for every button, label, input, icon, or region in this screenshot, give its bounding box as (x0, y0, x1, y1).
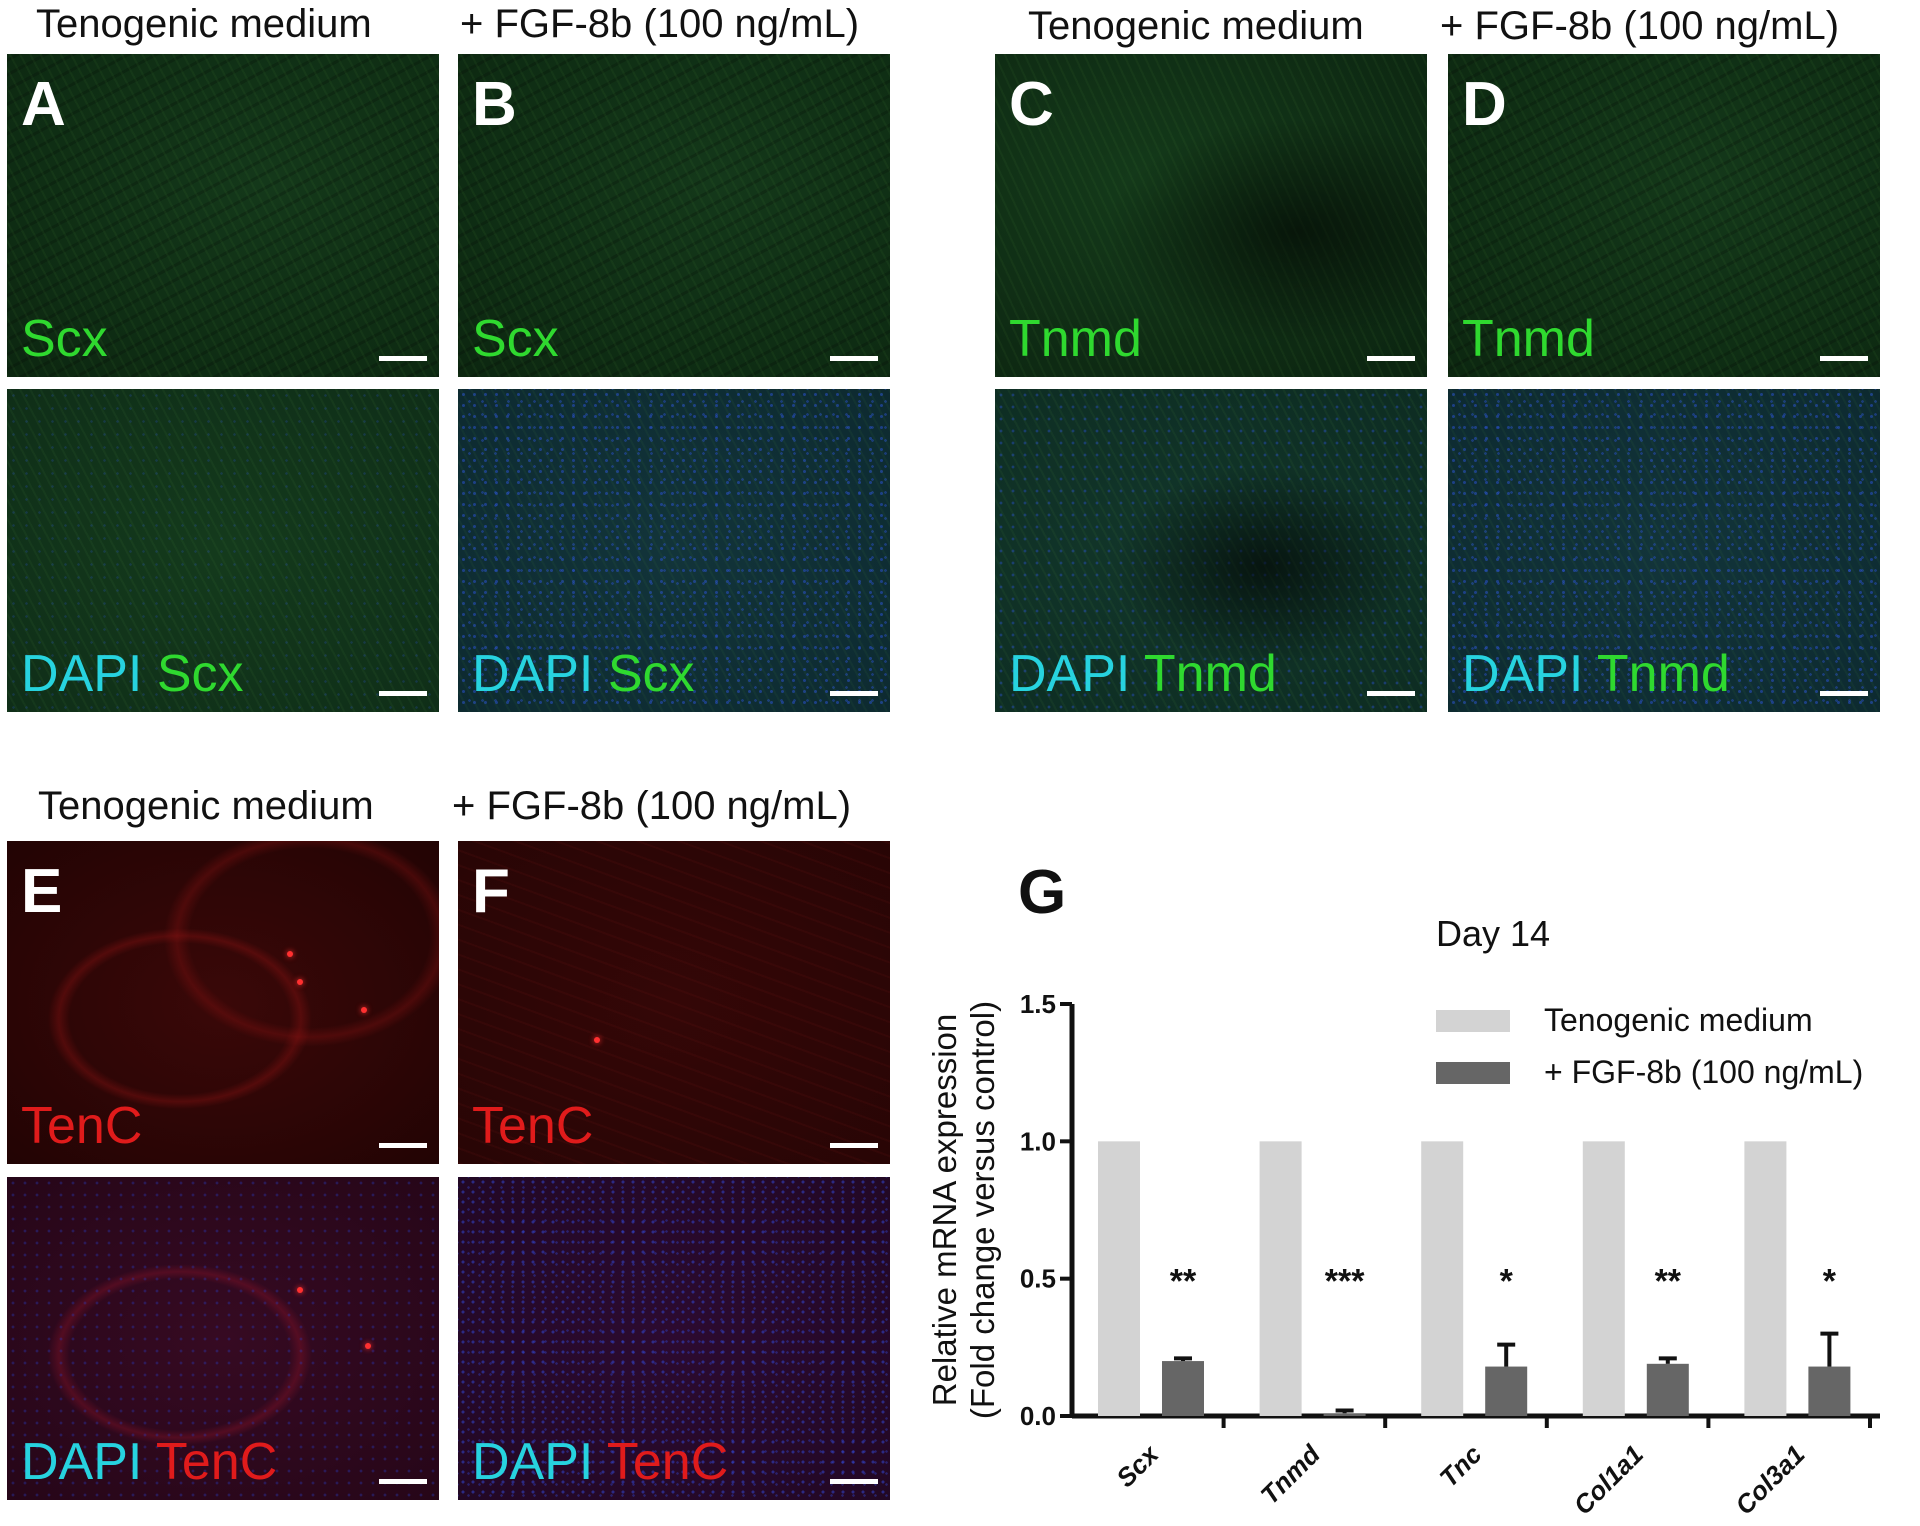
legend-label-control: Tenogenic medium (1544, 1002, 1813, 1038)
stain-label: DAPI TenC (472, 1433, 729, 1491)
condition-label-treated: + FGF-8b (100 ng/mL) (1440, 4, 1840, 48)
bar-chart: 0.0 0.5 1.0 1.5 Relative mRNA expression (Fol… (930, 989, 1880, 1520)
scale-bar (830, 1143, 878, 1148)
stain-label: DAPI Tnmd (1462, 645, 1730, 703)
micrograph-panel-a-merge: DAPI Scx (7, 389, 439, 712)
stain-label: Tnmd (1009, 310, 1142, 368)
scale-bar (379, 1143, 427, 1148)
y-axis-label: Relative mRNA expression (930, 1014, 963, 1407)
scale-bar (379, 356, 427, 361)
chart-title: Day 14 (1436, 913, 1551, 954)
fluorescent-spot (361, 1007, 367, 1013)
stain-label: Scx (472, 310, 559, 368)
scale-bar (379, 691, 427, 696)
x-tick-label: Col3a1 (1729, 1439, 1811, 1520)
y-tick-label: 1.0 (1020, 1126, 1056, 1156)
bar-control (1098, 1141, 1140, 1416)
scale-bar (1367, 691, 1415, 696)
condition-label-treated: + FGF-8b (100 ng/mL) (460, 2, 860, 46)
stain-label: Scx (21, 310, 108, 368)
legend-swatch-treated (1436, 1062, 1510, 1084)
panel-letter: B (472, 70, 517, 139)
y-axis-label: (Fold change versus control) (964, 1001, 1001, 1419)
significance-marker: *** (1325, 1263, 1365, 1301)
fluorescent-spot (365, 1343, 371, 1349)
condition-label-control: Tenogenic medium (1028, 4, 1364, 48)
y-tick-label: 1.5 (1020, 989, 1056, 1019)
micrograph-panel-d-merge: DAPI Tnmd (1448, 389, 1880, 712)
y-tick-label: 0.5 (1020, 1264, 1056, 1294)
x-tick-label: Col1a1 (1568, 1439, 1650, 1520)
x-tick-label: Tnmd (1255, 1438, 1327, 1510)
micrograph-panel-c-merge: DAPI Tnmd (995, 389, 1427, 712)
stain-label: DAPI TenC (21, 1433, 278, 1491)
micrograph-panel-e: E TenC (7, 841, 439, 1164)
micrograph-panel-b-merge: DAPI Scx (458, 389, 890, 712)
significance-marker: ** (1170, 1263, 1197, 1301)
stain-label: DAPI Scx (21, 645, 244, 703)
x-tick-label: Scx (1110, 1438, 1165, 1493)
significance-marker: * (1823, 1263, 1837, 1301)
bar-treated (1485, 1366, 1528, 1416)
micrograph-panel-f-merge: DAPI TenC (458, 1177, 890, 1500)
significance-marker: ** (1655, 1263, 1682, 1301)
scale-bar (1820, 691, 1868, 696)
panel-letter: D (1462, 70, 1507, 139)
bar-treated (1323, 1413, 1366, 1416)
scale-bar (1367, 356, 1415, 361)
condition-label-control: Tenogenic medium (36, 2, 372, 46)
stain-label: TenC (472, 1097, 594, 1155)
fluorescent-spot (594, 1037, 600, 1043)
bar-control (1421, 1141, 1464, 1416)
panel-letter-g: G (1018, 858, 1067, 927)
micrograph-panel-f: F TenC (458, 841, 890, 1164)
bar-treated (1808, 1366, 1851, 1416)
scale-bar (830, 356, 878, 361)
panel-letter: C (1009, 70, 1054, 139)
x-tick-label: Tnc (1434, 1439, 1488, 1493)
stain-label: Tnmd (1462, 310, 1595, 368)
bar-treated (1646, 1363, 1689, 1416)
scale-bar (830, 1479, 878, 1484)
condition-label-treated: + FGF-8b (100 ng/mL) (452, 784, 852, 828)
panel-letter: A (21, 70, 66, 139)
stain-label: DAPI Tnmd (1009, 645, 1277, 703)
condition-label-control: Tenogenic medium (38, 784, 374, 828)
micrograph-panel-d: D Tnmd (1448, 54, 1880, 377)
y-tick-label: 0.0 (1020, 1401, 1056, 1431)
fluorescent-spot (297, 979, 303, 985)
legend-swatch-control (1436, 1010, 1510, 1032)
bar-control (1744, 1141, 1787, 1416)
stain-label: TenC (21, 1097, 143, 1155)
micrograph-panel-a: A Scx (7, 54, 439, 377)
fluorescent-spot (287, 951, 293, 957)
bar-treated (1162, 1361, 1204, 1416)
stain-label: DAPI Scx (472, 645, 695, 703)
fluorescent-spot (297, 1287, 303, 1293)
scale-bar (1820, 356, 1868, 361)
panel-letter: E (21, 857, 63, 926)
panel-letter: F (472, 857, 510, 926)
micrograph-panel-c: C Tnmd (995, 54, 1427, 377)
bar-control (1259, 1141, 1302, 1416)
significance-marker: * (1500, 1263, 1514, 1301)
scale-bar (830, 691, 878, 696)
micrograph-panel-b: B Scx (458, 54, 890, 377)
legend-label-treated: + FGF-8b (100 ng/mL) (1544, 1054, 1863, 1090)
micrograph-panel-e-merge: DAPI TenC (7, 1177, 439, 1500)
bar-control (1582, 1141, 1625, 1416)
scale-bar (379, 1479, 427, 1484)
